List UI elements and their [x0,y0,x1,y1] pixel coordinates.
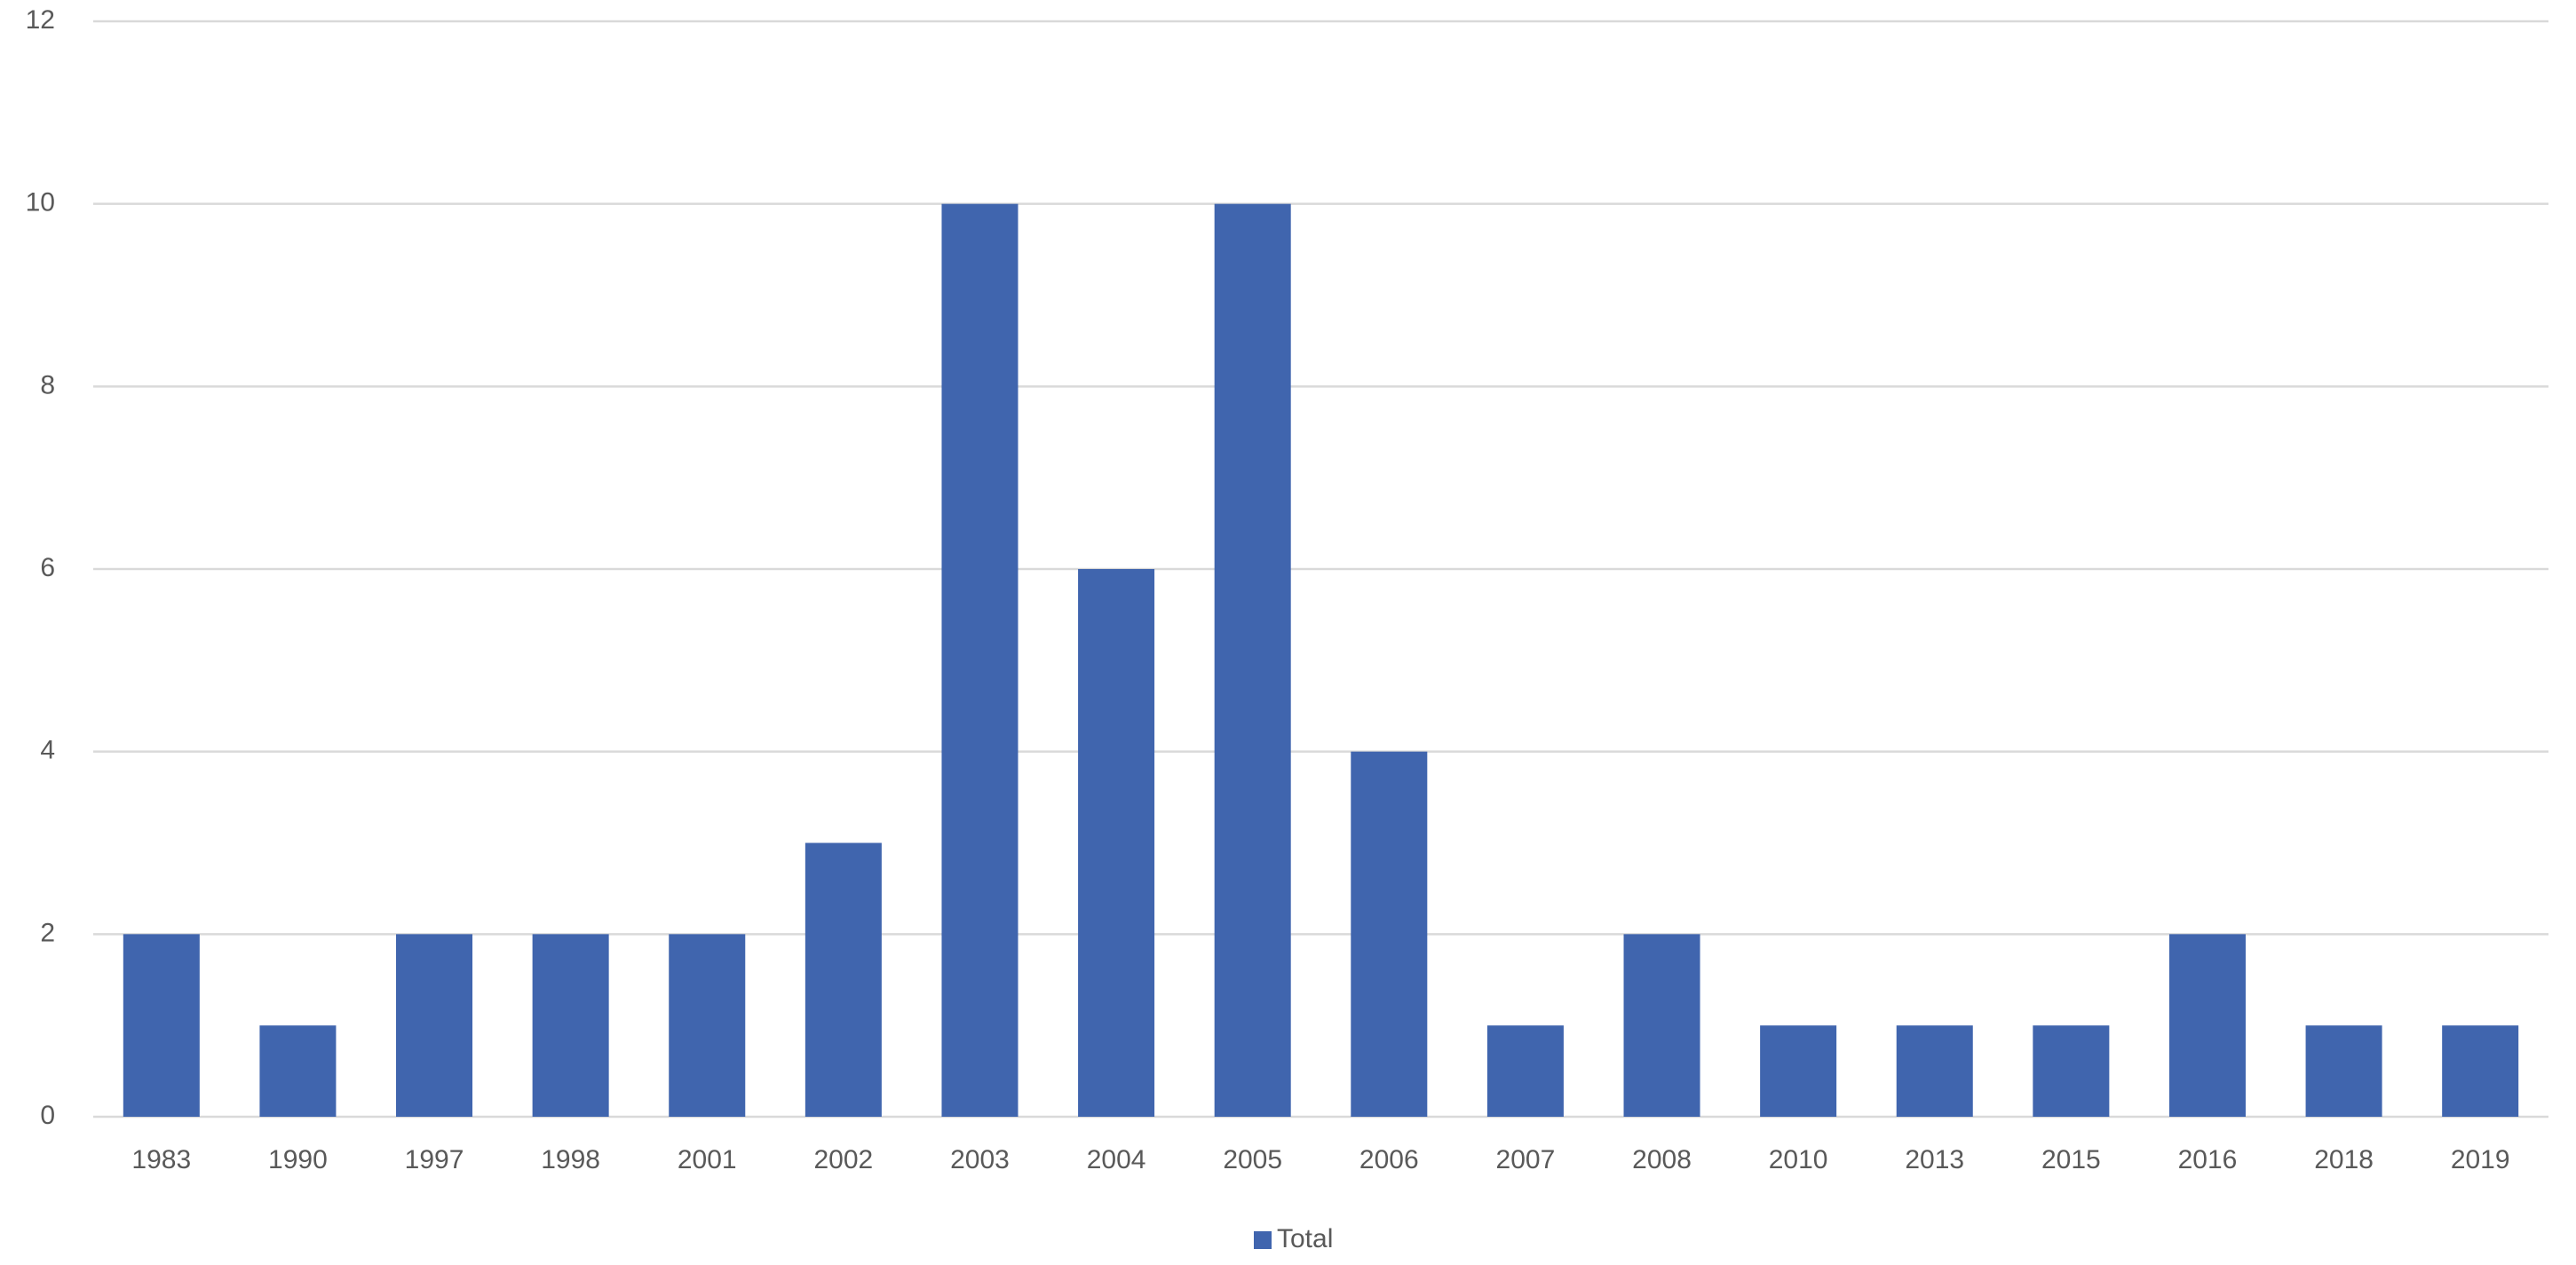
x-tick-label: 2002 [813,1145,873,1174]
bar [1623,934,1700,1117]
x-tick-label: 2001 [678,1145,737,1174]
x-tick-label: 2007 [1496,1145,1556,1174]
x-tick-label: 1983 [131,1145,191,1174]
x-tick-label: 2019 [2451,1145,2510,1174]
bar [2442,1025,2519,1117]
x-tick-label: 1998 [541,1145,600,1174]
bar [2305,1025,2382,1117]
bar [669,934,746,1117]
x-tick-label: 1997 [405,1145,464,1174]
bar [123,934,200,1117]
bar [2033,1025,2110,1117]
legend-label: Total [1277,1224,1333,1253]
x-tick-label: 2013 [1905,1145,1964,1174]
x-tick-label: 2010 [1769,1145,1828,1174]
y-tick-label: 10 [26,188,55,217]
bar [2168,934,2246,1117]
x-tick-label: 2008 [1632,1145,1692,1174]
x-tick-label: 2006 [1359,1145,1419,1174]
x-tick-label: 2005 [1223,1145,1282,1174]
x-tick-label: 2004 [1087,1145,1146,1174]
bar [805,842,882,1117]
y-tick-label: 0 [40,1101,55,1130]
legend-swatch [1254,1231,1272,1249]
x-tick-label: 2018 [2314,1145,2374,1174]
bar [1214,203,1291,1118]
bar [259,1025,337,1117]
y-tick-label: 12 [26,5,55,35]
bar [941,203,1019,1118]
bar [532,934,609,1117]
x-tick-label: 2016 [2178,1145,2238,1174]
y-tick-label: 4 [40,736,55,765]
bar [1760,1025,1837,1117]
y-tick-label: 2 [40,918,55,947]
bar [396,934,473,1117]
y-tick-label: 8 [40,370,55,399]
y-tick-label: 6 [40,553,55,582]
bar [1078,569,1155,1117]
bar [1896,1025,1973,1117]
x-tick-label: 2003 [950,1145,1010,1174]
x-tick-label: 2015 [2041,1145,2101,1174]
bar [1486,1025,1564,1117]
bar [1351,751,1428,1117]
x-tick-label: 1990 [268,1145,328,1174]
